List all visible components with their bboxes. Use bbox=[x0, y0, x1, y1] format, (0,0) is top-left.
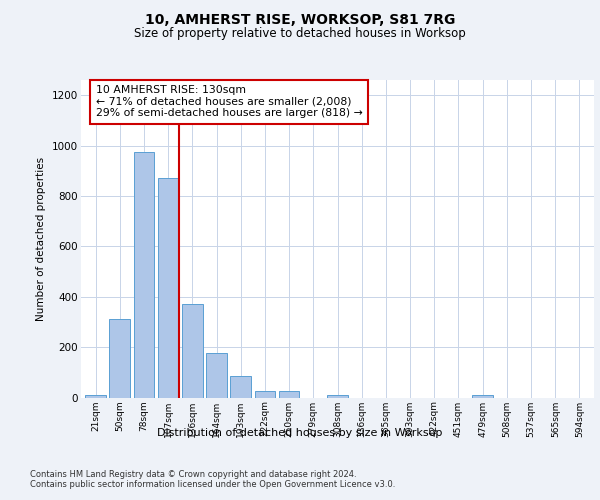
Bar bbox=[85, 395, 106, 398]
Bar bbox=[134, 152, 154, 398]
Text: Distribution of detached houses by size in Worksop: Distribution of detached houses by size … bbox=[157, 428, 443, 438]
Bar bbox=[472, 395, 493, 398]
Text: 10, AMHERST RISE, WORKSOP, S81 7RG: 10, AMHERST RISE, WORKSOP, S81 7RG bbox=[145, 12, 455, 26]
Bar bbox=[279, 391, 299, 398]
Bar bbox=[254, 391, 275, 398]
Bar bbox=[327, 395, 348, 398]
Bar bbox=[206, 354, 227, 398]
Bar bbox=[182, 304, 203, 398]
Y-axis label: Number of detached properties: Number of detached properties bbox=[37, 156, 46, 321]
Text: Size of property relative to detached houses in Worksop: Size of property relative to detached ho… bbox=[134, 28, 466, 40]
Text: 10 AMHERST RISE: 130sqm
← 71% of detached houses are smaller (2,008)
29% of semi: 10 AMHERST RISE: 130sqm ← 71% of detache… bbox=[95, 85, 362, 118]
Bar bbox=[230, 376, 251, 398]
Bar bbox=[109, 320, 130, 398]
Text: Contains HM Land Registry data © Crown copyright and database right 2024.
Contai: Contains HM Land Registry data © Crown c… bbox=[30, 470, 395, 490]
Bar bbox=[158, 178, 178, 398]
